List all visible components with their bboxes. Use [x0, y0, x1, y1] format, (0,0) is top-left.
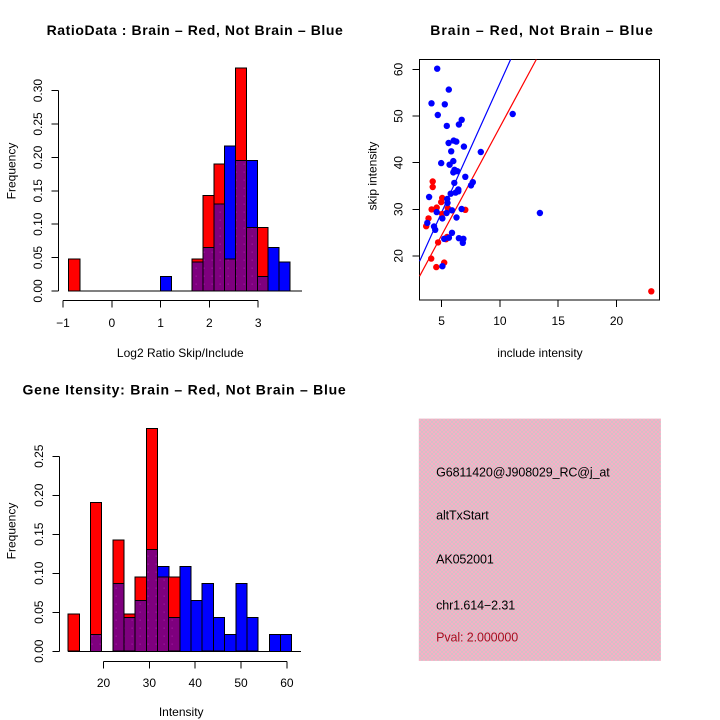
svg-text:AK052001: AK052001	[436, 552, 494, 566]
svg-text:5: 5	[438, 314, 445, 328]
svg-text:0.15: 0.15	[31, 179, 45, 203]
svg-text:include intensity: include intensity	[497, 346, 582, 360]
svg-text:0.05: 0.05	[31, 246, 45, 270]
svg-text:Frequency: Frequency	[5, 503, 19, 560]
svg-text:0.10: 0.10	[32, 561, 46, 585]
svg-text:Brain – Red, Not Brain – Blue: Brain – Red, Not Brain – Blue	[430, 22, 653, 38]
svg-text:0: 0	[108, 316, 115, 330]
svg-text:10: 10	[493, 314, 507, 328]
svg-text:−1: −1	[56, 316, 70, 330]
svg-text:50: 50	[392, 109, 406, 123]
svg-text:0.15: 0.15	[32, 522, 46, 546]
svg-text:15: 15	[552, 314, 566, 328]
svg-text:0.25: 0.25	[31, 112, 45, 136]
svg-text:chr1.614−2.31: chr1.614−2.31	[436, 598, 515, 612]
svg-text:3: 3	[255, 316, 262, 330]
svg-text:30: 30	[392, 202, 406, 216]
svg-text:2: 2	[206, 316, 213, 330]
svg-text:30: 30	[143, 676, 157, 690]
svg-text:1: 1	[157, 316, 164, 330]
svg-text:60: 60	[392, 63, 406, 77]
svg-text:skip intensity: skip intensity	[366, 142, 380, 211]
svg-text:20: 20	[392, 249, 406, 263]
svg-text:altTxStart: altTxStart	[436, 509, 489, 523]
svg-text:Intensity: Intensity	[159, 705, 204, 719]
svg-text:0.20: 0.20	[31, 145, 45, 169]
svg-text:G6811420@J908029_RC@j_at: G6811420@J908029_RC@j_at	[436, 466, 610, 480]
svg-text:40: 40	[392, 156, 406, 170]
svg-text:50: 50	[234, 676, 248, 690]
svg-text:0.05: 0.05	[32, 600, 46, 624]
svg-text:20: 20	[610, 314, 624, 328]
svg-text:Pval: 2.000000: Pval: 2.000000	[436, 631, 518, 645]
svg-text:0.25: 0.25	[32, 444, 46, 468]
svg-text:RatioData : Brain – Red, Not B: RatioData : Brain – Red, Not Brain – Blu…	[47, 22, 344, 38]
svg-text:60: 60	[280, 676, 294, 690]
svg-text:0.10: 0.10	[31, 212, 45, 236]
svg-text:20: 20	[97, 676, 111, 690]
svg-text:Log2 Ratio Skip/Include: Log2 Ratio Skip/Include	[117, 346, 244, 360]
svg-text:40: 40	[189, 676, 203, 690]
svg-text:Frequency: Frequency	[5, 143, 19, 200]
svg-text:0.20: 0.20	[32, 483, 46, 507]
svg-text:0.30: 0.30	[31, 79, 45, 103]
svg-text:0.00: 0.00	[31, 279, 45, 303]
svg-text:0.00: 0.00	[32, 639, 46, 663]
svg-text:Gene Itensity: Brain – Red, No: Gene Itensity: Brain – Red, Not Brain – …	[23, 382, 347, 398]
